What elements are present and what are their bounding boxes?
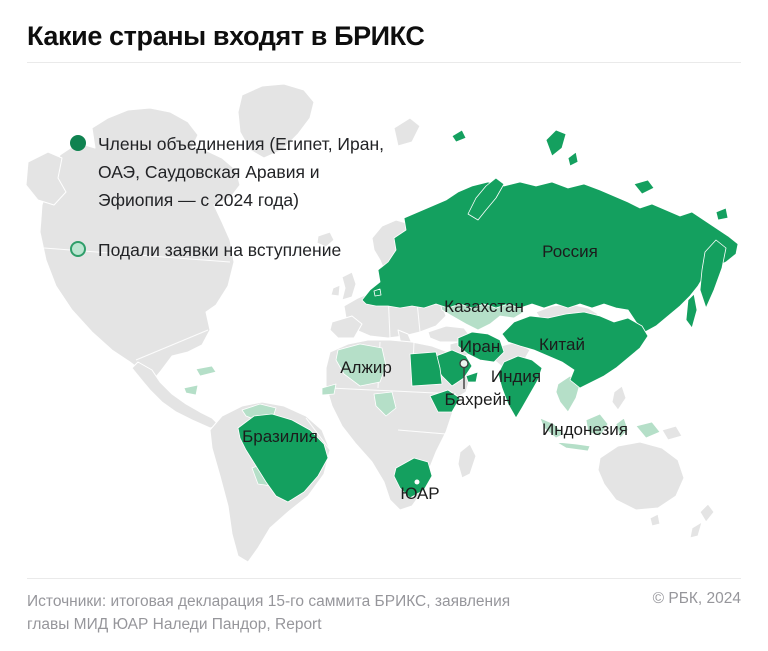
title-divider (27, 62, 741, 63)
map-label-bahrain: Бахрейн (444, 390, 512, 409)
map-label-indonesia: Индонезия (542, 420, 628, 439)
map-label-brazil: Бразилия (242, 427, 318, 446)
region-ireland (330, 284, 341, 297)
legend-members-label: Члены объединения (Египет, Иран, ОАЭ, Са… (98, 134, 384, 210)
country-russia-kamchatka (699, 239, 727, 309)
footer-sources: Источники: итоговая декларация 15-го сам… (27, 593, 511, 633)
country-russia-arctic-islands (373, 129, 729, 297)
legend-item-members: Члены объединения (Египет, Иран, ОАЭ, Са… (70, 130, 390, 214)
map-label-kazakhstan: Казахстан (444, 297, 524, 316)
map-label-algeria: Алжир (340, 358, 392, 377)
country-south-africa (393, 457, 433, 499)
footer-copyright: © РБК, 2024 (652, 590, 741, 607)
region-greenland (237, 83, 315, 159)
country-algeria (335, 343, 387, 387)
country-honduras (183, 384, 199, 396)
map-label-iran: Иран (459, 337, 501, 356)
country-russia (361, 181, 739, 333)
region-iceland (316, 231, 335, 248)
country-india (497, 355, 543, 419)
region-australia (597, 441, 685, 511)
country-ethiopia (429, 389, 461, 413)
country-indonesia (539, 413, 661, 452)
bahrain-marker (459, 358, 469, 389)
region-philippines (611, 385, 627, 411)
region-svalbard (393, 117, 421, 147)
country-russia-sakhalin (685, 293, 698, 329)
legend-item-applicants: Подали заявки на вступление (70, 236, 390, 264)
region-tasmania (649, 513, 661, 527)
country-senegal (321, 383, 337, 396)
country-iran (457, 331, 505, 363)
region-alaska (25, 151, 67, 206)
lesotho-enclave (414, 479, 420, 485)
region-papua-new-guinea (661, 425, 683, 441)
country-egypt (409, 351, 443, 387)
applicant-dot-icon (70, 241, 86, 257)
country-china (501, 311, 649, 389)
footer-divider (27, 578, 741, 579)
member-dot-icon (70, 135, 86, 151)
region-madagascar (457, 443, 477, 479)
region-iberia (329, 315, 363, 339)
page-title: Какие страны входят в БРИКС (27, 21, 425, 51)
region-uk (341, 271, 357, 301)
map-label-south-africa: ЮАР (400, 484, 440, 503)
map-label-china: Китай (539, 335, 585, 354)
map-label-india: Индия (490, 367, 542, 386)
country-uae (465, 371, 479, 383)
region-new-zealand (689, 503, 715, 539)
legend: Члены объединения (Египет, Иран, ОАЭ, Са… (70, 130, 390, 286)
country-cuba (195, 365, 217, 377)
country-nigeria (373, 391, 397, 417)
legend-applicants-label: Подали заявки на вступление (98, 240, 342, 260)
country-brazil (237, 413, 329, 503)
region-north-america (39, 107, 241, 385)
map-label-russia: Россия (542, 242, 598, 261)
